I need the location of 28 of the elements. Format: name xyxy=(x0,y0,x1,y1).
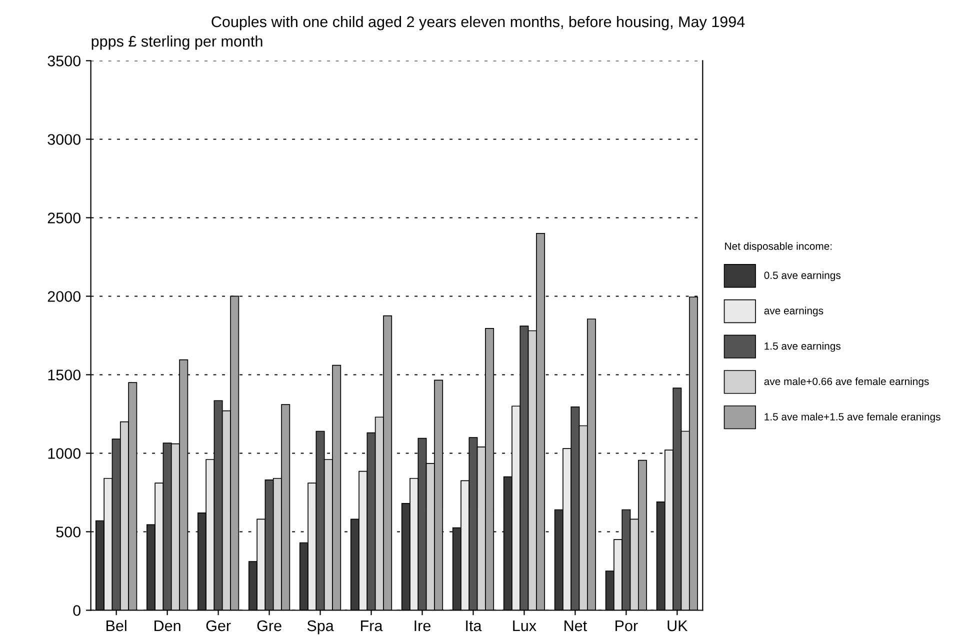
legend-label: ave male+0.66 ave female earnings xyxy=(764,377,929,388)
y-tick-label: 500 xyxy=(56,526,81,538)
legend-title: Net disposable income: xyxy=(725,242,832,252)
x-tick-label: Gre xyxy=(257,620,282,632)
legend-label: 0.5 ave earnings xyxy=(764,271,840,282)
x-tick-label: Por xyxy=(616,620,638,632)
x-tick-label: Bel xyxy=(106,620,126,632)
x-tick-label: Lux xyxy=(513,620,536,632)
x-tick-label: Den xyxy=(154,620,180,632)
x-tick-label: Fra xyxy=(361,620,383,632)
y-tick-label: 0 xyxy=(73,605,80,616)
x-tick-label: Ire xyxy=(414,620,430,632)
x-tick-label: Ita xyxy=(466,620,482,632)
x-tick-label: Ger xyxy=(206,620,231,632)
legend-label: 1.5 ave male+1.5 ave female eranings xyxy=(764,412,940,423)
x-tick-label: UK xyxy=(668,620,688,632)
y-tick-label: 1500 xyxy=(48,370,81,380)
x-tick-label: Net xyxy=(564,620,587,632)
y-tick-label: 1000 xyxy=(48,448,81,459)
y-tick-label: 2500 xyxy=(48,212,81,224)
chart-title: Couples with one child aged 2 years eleven months, before housing, May 1994 xyxy=(212,16,745,30)
y-tick-label: 2000 xyxy=(48,291,81,302)
y-tick-label: 3500 xyxy=(48,56,81,66)
y-axis-title: ppps £ sterling per month xyxy=(92,35,262,50)
legend-label: 1.5 ave earnings xyxy=(764,342,840,352)
legend-label: ave earnings xyxy=(764,306,824,316)
y-tick-label: 3000 xyxy=(48,134,81,145)
x-tick-label: Spa xyxy=(307,620,334,634)
